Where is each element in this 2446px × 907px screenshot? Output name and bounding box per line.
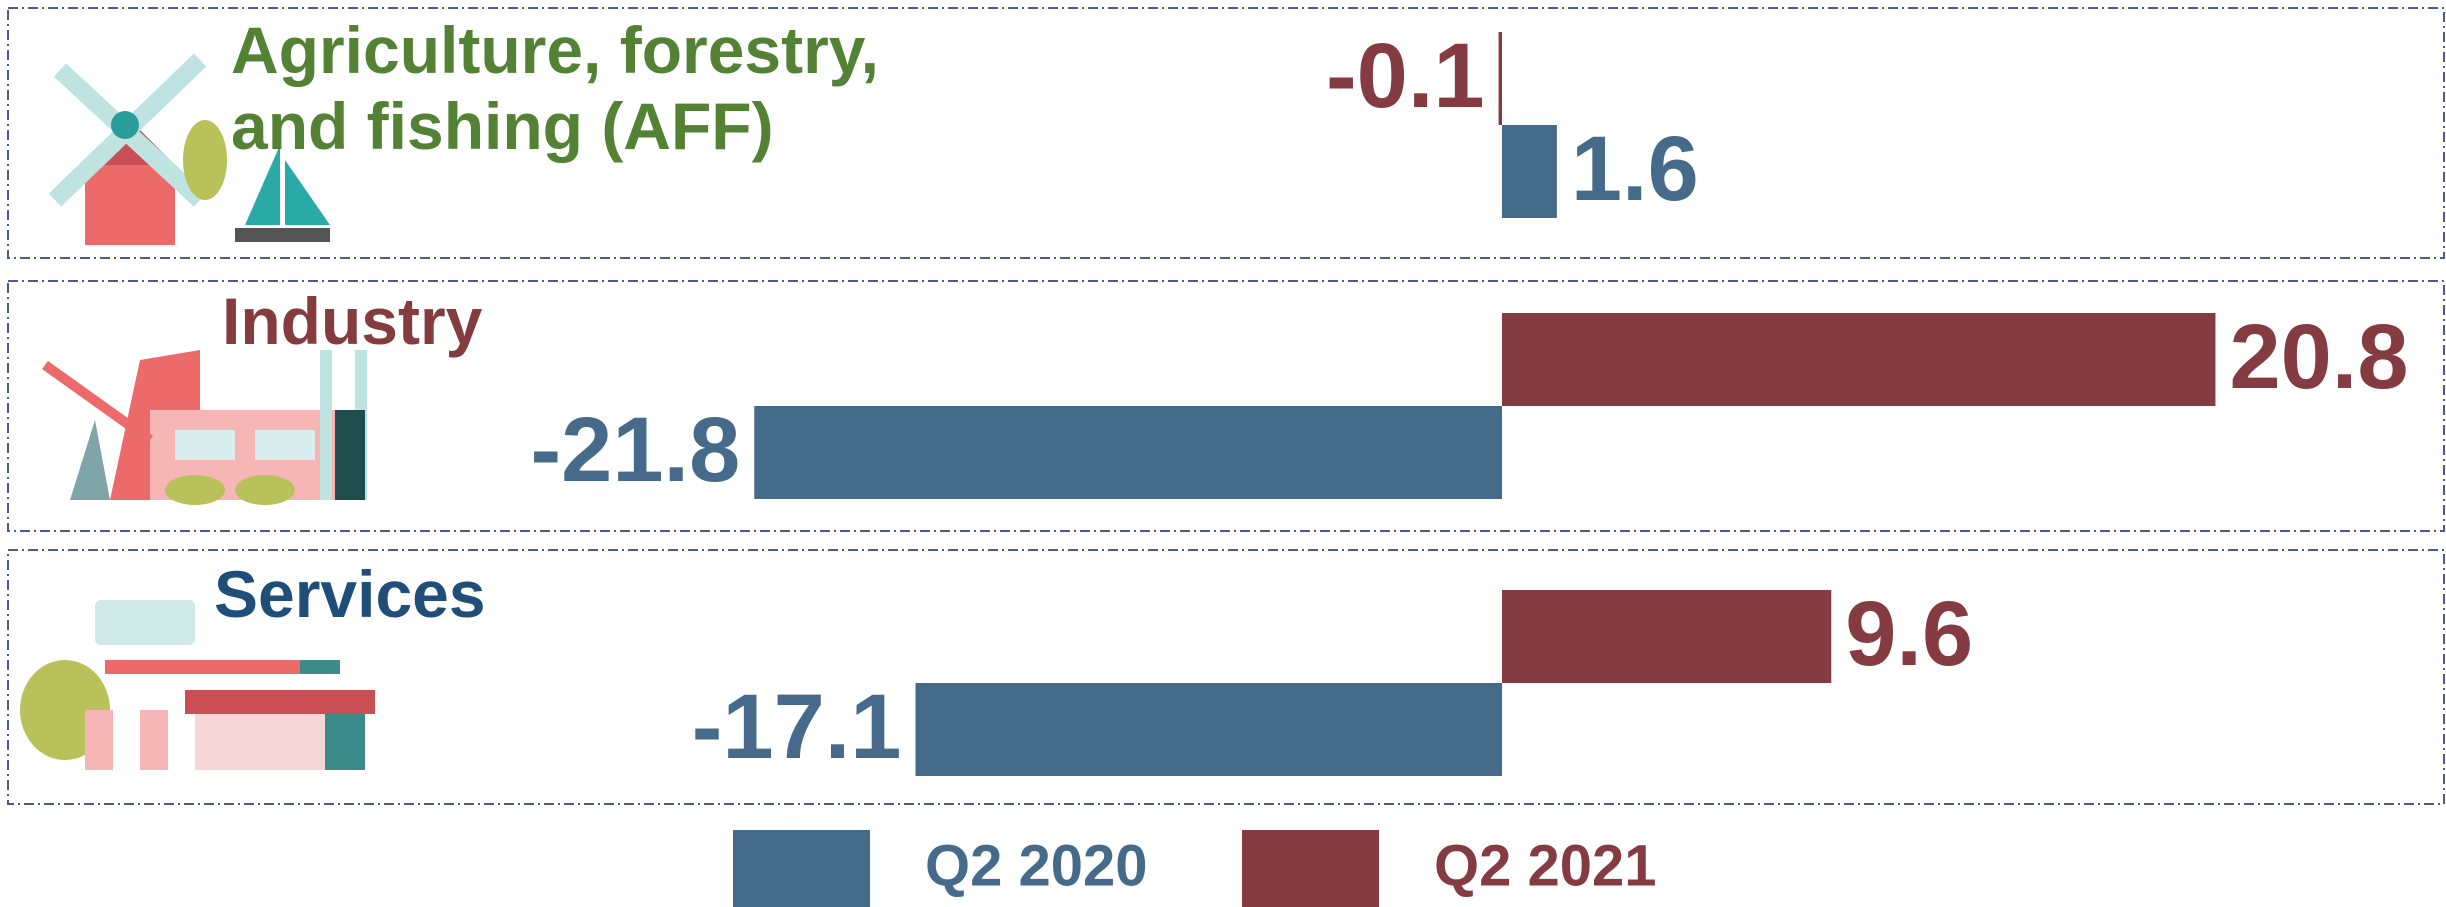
data-label: 1.6 (1571, 118, 1699, 220)
panel (7, 280, 2445, 532)
bar (1502, 125, 1557, 218)
data-label: -21.8 (531, 399, 741, 501)
panels (7, 7, 2445, 805)
icon-windmill (48, 53, 330, 245)
bar (1498, 32, 1502, 125)
data-label: -17.1 (692, 676, 902, 778)
category-label: Services (214, 557, 486, 631)
legend-swatch (733, 830, 870, 907)
icon-factory (42, 350, 367, 505)
bar (915, 683, 1502, 776)
data-label: -0.1 (1326, 25, 1485, 127)
legend-label: Q2 2021 (1434, 833, 1657, 898)
category-label: Industry (222, 284, 483, 358)
data-label: 20.8 (2229, 306, 2408, 408)
legend-swatch (1242, 830, 1379, 907)
panel (7, 7, 2445, 259)
panel (7, 549, 2445, 805)
bar (754, 406, 1502, 499)
legend-label: Q2 2020 (925, 833, 1148, 898)
bar (1502, 590, 1832, 683)
category-label: Agriculture, forestry, and fishing (AFF) (231, 13, 879, 163)
icon-gas-station (20, 600, 375, 770)
bar (1502, 313, 2216, 406)
data-label: 9.6 (1845, 583, 1973, 685)
